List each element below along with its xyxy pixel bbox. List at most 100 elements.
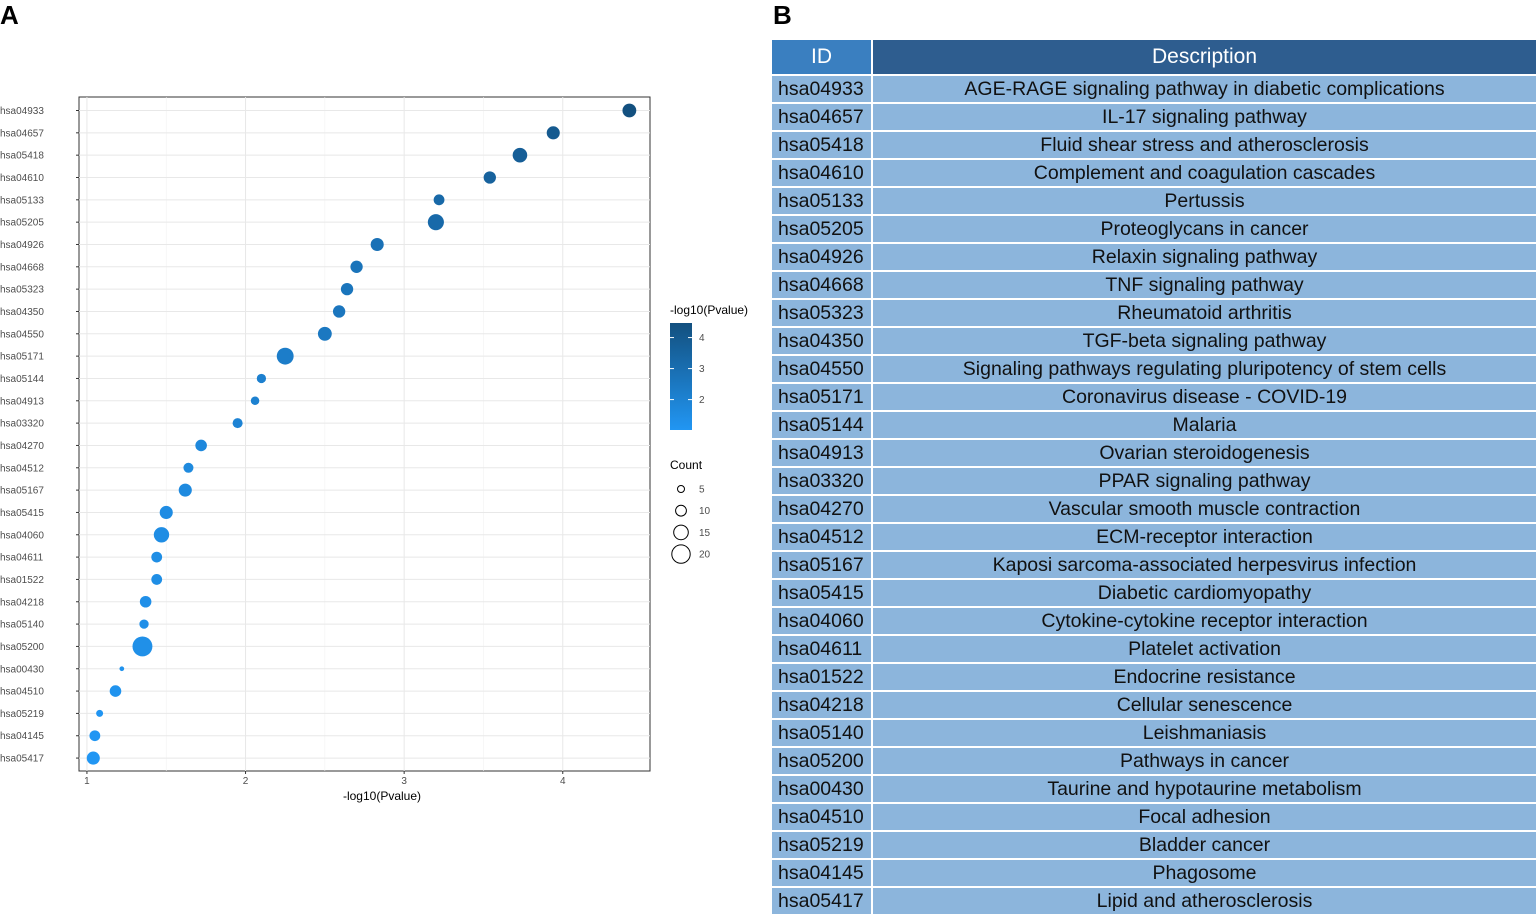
size-legend-label: 10 bbox=[699, 506, 711, 517]
y-tick-label: hsa04933 bbox=[0, 106, 44, 117]
data-point bbox=[427, 214, 444, 231]
table-row: hsa05167 Kaposi sarcoma-associated herpes… bbox=[772, 552, 1536, 578]
row-id-cell: hsa04933 bbox=[772, 76, 873, 102]
y-tick-label: hsa04218 bbox=[0, 597, 44, 608]
data-point bbox=[546, 126, 560, 140]
row-description-cell: Cytokine-cytokine receptor interaction bbox=[873, 608, 1536, 634]
header-description: Description bbox=[873, 40, 1536, 74]
row-description-cell: Phagosome bbox=[873, 860, 1536, 886]
x-tick-label: 1 bbox=[84, 776, 90, 787]
row-id-cell: hsa04145 bbox=[772, 860, 873, 886]
data-point bbox=[183, 462, 194, 473]
row-description-cell: Pathways in cancer bbox=[873, 748, 1536, 774]
pathway-table: ID Description hsa04933 AGE-RAGE signalin… bbox=[772, 38, 1536, 916]
size-legend-label: 5 bbox=[699, 485, 705, 496]
table-row: hsa05140 Leishmaniasis bbox=[772, 720, 1536, 746]
data-point bbox=[151, 574, 163, 585]
row-id-cell: hsa05219 bbox=[772, 832, 873, 858]
table-row: hsa04060 Cytokine-cytokine receptor inter… bbox=[772, 608, 1536, 634]
size-legend-label: 15 bbox=[699, 528, 711, 539]
row-id-cell: hsa03320 bbox=[772, 468, 873, 494]
data-point bbox=[159, 505, 173, 519]
row-id-cell: hsa00430 bbox=[772, 776, 873, 802]
table-row: hsa05200 Pathways in cancer bbox=[772, 748, 1536, 774]
row-description-cell: Cellular senescence bbox=[873, 692, 1536, 718]
row-description-cell: TNF signaling pathway bbox=[873, 272, 1536, 298]
table-row: hsa04512 ECM-receptor interaction bbox=[772, 524, 1536, 550]
data-point bbox=[433, 194, 445, 206]
table-row: hsa04657 IL-17 signaling pathway bbox=[772, 104, 1536, 130]
data-point bbox=[151, 551, 163, 563]
table-row: hsa04668 TNF signaling pathway bbox=[772, 272, 1536, 298]
row-id-cell: hsa05205 bbox=[772, 216, 873, 242]
data-point bbox=[178, 483, 192, 497]
table-row: hsa01522 Endocrine resistance bbox=[772, 664, 1536, 690]
data-point bbox=[89, 730, 101, 742]
y-tick-label: hsa04668 bbox=[0, 262, 44, 273]
row-id-cell: hsa04350 bbox=[772, 328, 873, 354]
row-id-cell: hsa01522 bbox=[772, 664, 873, 690]
dot-plot: hsa04933 hsa04657 hsa05418 hsa04610 hsa05133… bbox=[0, 96, 748, 803]
data-point bbox=[109, 685, 122, 697]
table-row: hsa04145 Phagosome bbox=[772, 860, 1536, 886]
row-description-cell: Endocrine resistance bbox=[873, 664, 1536, 690]
row-description-cell: Proteoglycans in cancer bbox=[873, 216, 1536, 242]
row-id-cell: hsa04926 bbox=[772, 244, 873, 270]
row-id-cell: hsa05167 bbox=[772, 552, 873, 578]
data-point bbox=[622, 103, 637, 118]
size-legend-title: Count bbox=[670, 458, 703, 472]
table-row: hsa04350 TGF-beta signaling pathway bbox=[772, 328, 1536, 354]
row-description-cell: Relaxin signaling pathway bbox=[873, 244, 1536, 270]
y-tick-label: hsa05415 bbox=[0, 508, 44, 519]
y-tick-label: hsa01522 bbox=[0, 575, 44, 586]
table-row: hsa04913 Ovarian steroidogenesis bbox=[772, 440, 1536, 466]
y-tick-label: hsa04913 bbox=[0, 396, 44, 407]
data-point bbox=[332, 305, 346, 318]
table-row: hsa00430 Taurine and hypotaurine metaboli… bbox=[772, 776, 1536, 802]
table-row: hsa03320 PPAR signaling pathway bbox=[772, 468, 1536, 494]
y-tick-label: hsa05140 bbox=[0, 620, 44, 631]
data-point bbox=[119, 666, 125, 672]
row-description-cell: Signaling pathways regulating pluripoten… bbox=[873, 356, 1536, 382]
data-point bbox=[86, 751, 100, 765]
table-row: hsa04510 Focal adhesion bbox=[772, 804, 1536, 830]
data-point bbox=[350, 260, 363, 273]
row-id-cell: hsa05144 bbox=[772, 412, 873, 438]
colorbar-tick-label: 4 bbox=[699, 333, 705, 344]
row-id-cell: hsa04270 bbox=[772, 496, 873, 522]
data-point bbox=[232, 418, 243, 429]
row-description-cell: ECM-receptor interaction bbox=[873, 524, 1536, 550]
table-row: hsa05144 Malaria bbox=[772, 412, 1536, 438]
table-row: hsa05323 Rheumatoid arthritis bbox=[772, 300, 1536, 326]
size-legend-key bbox=[673, 524, 689, 541]
row-id-cell: hsa04668 bbox=[772, 272, 873, 298]
row-description-cell: Platelet activation bbox=[873, 636, 1536, 662]
row-id-cell: hsa04913 bbox=[772, 440, 873, 466]
colorbar bbox=[670, 323, 692, 430]
table-row: hsa05418 Fluid shear stress and atheroscl… bbox=[772, 132, 1536, 158]
data-point bbox=[153, 527, 170, 543]
y-tick-label: hsa05200 bbox=[0, 642, 44, 653]
row-description-cell: Bladder cancer bbox=[873, 832, 1536, 858]
size-legend-label: 20 bbox=[699, 550, 711, 561]
table-row: hsa05171 Coronavirus disease - COVID-19 bbox=[772, 384, 1536, 410]
row-id-cell: hsa04550 bbox=[772, 356, 873, 382]
data-point bbox=[483, 171, 496, 184]
y-tick-label: hsa04657 bbox=[0, 128, 44, 139]
row-description-cell: Malaria bbox=[873, 412, 1536, 438]
row-description-cell: Focal adhesion bbox=[873, 804, 1536, 830]
colorbar-tick-label: 2 bbox=[699, 395, 705, 406]
row-id-cell: hsa04611 bbox=[772, 636, 873, 662]
data-point bbox=[139, 619, 149, 629]
x-axis-title: -log10(Pvalue) bbox=[343, 789, 421, 803]
plot-panel bbox=[78, 96, 651, 772]
row-id-cell: hsa05415 bbox=[772, 580, 873, 606]
y-tick-label: hsa05205 bbox=[0, 218, 44, 229]
row-description-cell: Fluid shear stress and atherosclerosis bbox=[873, 132, 1536, 158]
y-tick-label: hsa04610 bbox=[0, 173, 44, 184]
row-id-cell: hsa05133 bbox=[772, 188, 873, 214]
table-row: hsa04933 AGE-RAGE signaling pathway in di… bbox=[772, 76, 1536, 102]
row-description-cell: Rheumatoid arthritis bbox=[873, 300, 1536, 326]
table-row: hsa04611 Platelet activation bbox=[772, 636, 1536, 662]
table-row: hsa05219 Bladder cancer bbox=[772, 832, 1536, 858]
